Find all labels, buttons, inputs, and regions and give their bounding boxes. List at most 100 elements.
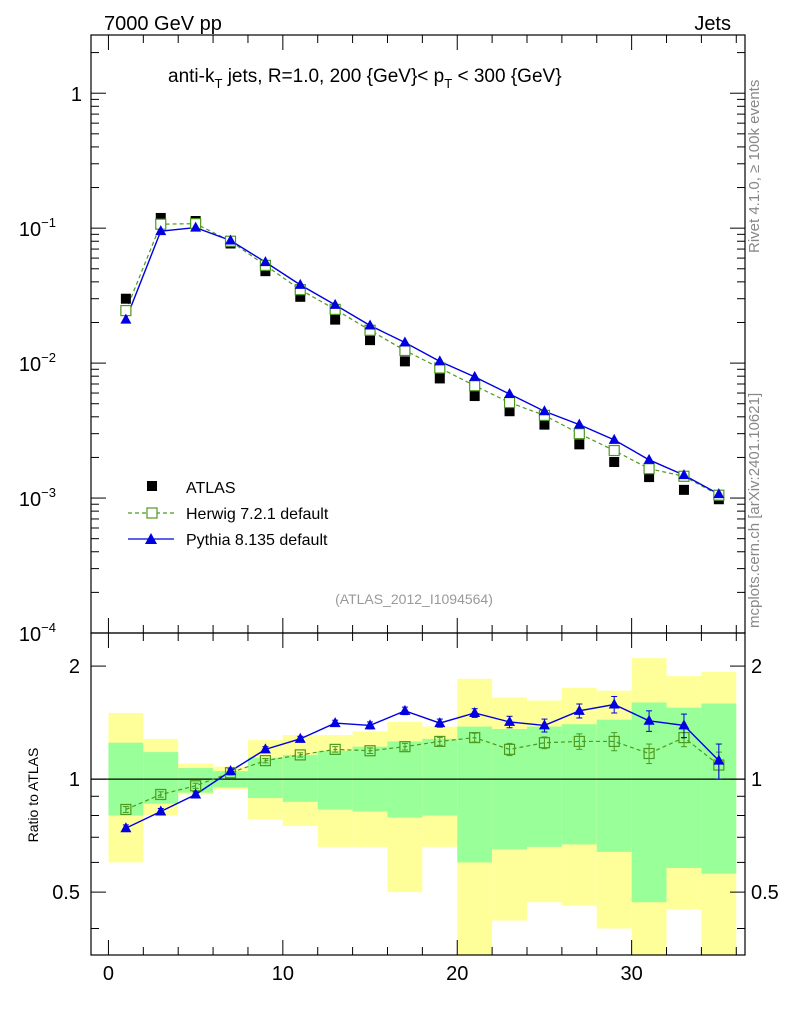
herwig-point [469,380,481,392]
herwig-ratio-point [434,735,446,748]
y-tick-label: 10−4 [19,620,56,646]
pythia-ratio-point [294,732,306,743]
pythia-point [225,234,237,245]
ratio-y-tick-label: 0.5 [52,882,80,904]
herwig-ratio-point [573,735,585,748]
pythia-ratio-point [329,717,341,728]
stat-uncertainty-band [282,754,318,802]
herwig-ratio-point [469,731,481,744]
herwig-ratio-point [120,803,132,816]
pythia-ratio-point [469,706,481,717]
atlas-point [260,266,271,277]
ratio-y-tick-label-right: 1 [751,769,762,791]
atlas-point [504,406,515,417]
herwig-point [643,463,655,475]
atlas-point [644,472,655,483]
herwig-point [399,344,411,357]
atlas-point [678,484,689,495]
ratio-y-tick-label: 2 [69,656,80,678]
herwig-point [608,444,620,457]
rivet-label: Rivet 4.1.0, ≥ 100k events [746,80,763,253]
main-panel: 1 10−1 10−2 10−3 10−4 [19,34,746,646]
atlas-point [155,212,166,223]
herwig-line [125,223,720,496]
stat-uncertainty-band [457,726,493,863]
y-tick-label: 1 [71,84,82,106]
pythia-ratio-point [399,704,411,715]
atlas-point [609,456,620,467]
stat-uncertainty-band [631,702,667,903]
mcplots-label: mcplots.cern.ch [arXiv:2401.10621] [746,393,763,628]
ratio-y-tick-label-right: 2 [751,656,762,678]
pythia-ratio-point [364,719,376,730]
pythia-ratio-point [155,805,167,816]
pythia-ratio-point [504,715,516,726]
pythia-point [294,278,306,289]
herwig-ratio-point [329,743,341,755]
herwig-ratio-line [125,736,720,811]
atlas-point [434,373,445,384]
atlas-point [469,391,480,402]
x-tick-label: 10 [272,963,294,985]
herwig-point [573,428,585,440]
pythia-point [434,355,446,366]
ratio-y-tick-label: 1 [69,769,80,791]
atlas-point [574,439,585,450]
pythia-point [399,336,411,347]
stat-uncertainty-band [701,703,737,874]
y-tick-label: 10−2 [19,350,56,376]
ratio-y-tick-label-right: 0.5 [751,882,779,904]
stat-uncertainty-band [247,757,283,799]
pythia-point [713,488,725,499]
plot-title: anti-kT jets, R=1.0, 200 {GeV}< pT < 300… [168,66,562,91]
stat-uncertainty-band [317,750,353,810]
legend-herwig-marker [146,507,158,519]
analysis-watermark: (ATLAS_2012_I1094564) [335,591,493,607]
pythia-ratio-point [120,822,132,833]
pythia-point [538,405,550,416]
herwig-ratio-point [364,745,376,757]
collision-label: 7000 GeV pp [104,13,222,35]
pythia-ratio-point [643,714,655,725]
ratio-frame [90,632,746,956]
pythia-ratio-point [190,788,202,799]
herwig-ratio-point [294,749,306,761]
pythia-ratio-point [538,719,550,730]
herwig-ratio-point [538,737,551,749]
x-tick-label: 30 [621,963,643,985]
stat-uncertainty-band [422,738,458,816]
legend: ATLAS Herwig 7.2.1 default Pythia 8.135 … [128,480,329,549]
x-tick-label: 0 [103,963,114,985]
herwig-ratio-point [155,788,167,801]
legend-atlas-label: ATLAS [186,480,236,497]
pythia-ratio-point [225,765,237,776]
herwig-ratio-point [503,743,516,755]
atlas-point [399,356,410,367]
herwig-ratio-point [399,741,411,753]
pythia-point [573,418,585,429]
legend-atlas-marker [147,481,157,491]
process-label: Jets [694,13,731,35]
pythia-point [155,225,167,236]
pythia-point [190,221,202,232]
pythia-point [643,453,655,464]
atlas-point [120,293,131,304]
pythia-ratio-point [608,698,620,709]
atlas-point [295,291,306,302]
pythia-ratio-point [713,754,725,765]
pythia-point [678,469,690,480]
pythia-point [608,433,620,444]
pythia-point [504,388,516,399]
pythia-point [364,319,376,330]
pythia-point [120,313,132,324]
pythia-ratio-point [573,704,585,715]
pythia-point [259,256,271,267]
atlas-point [330,314,341,325]
legend-pythia-marker [145,533,157,544]
ratio-panel: 2 2 1 1 0.5 0.5 0 10 20 30 [52,632,779,985]
y-tick-label: 10−1 [19,215,56,241]
pythia-point [469,370,481,381]
atlas-point [539,419,550,430]
pythia-ratio-point [259,743,271,754]
